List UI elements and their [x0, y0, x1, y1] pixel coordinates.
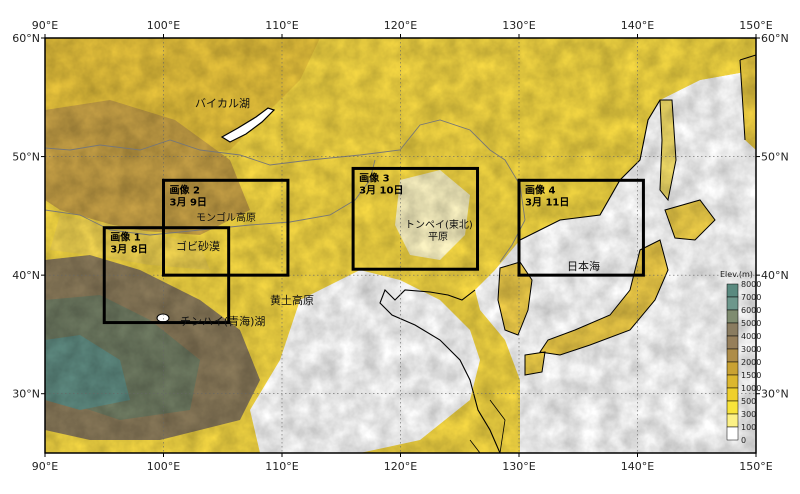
- legend-swatch: [726, 426, 739, 441]
- legend-level: 100: [741, 423, 756, 432]
- legend-level: 0: [741, 436, 746, 445]
- lat-tick-left: 50°N: [12, 151, 40, 164]
- legend-level: 8000: [741, 280, 761, 289]
- legend-level: 6000: [741, 306, 761, 315]
- region-3: 画像 33月 10日: [351, 166, 480, 271]
- legend-level: 3000: [741, 345, 761, 354]
- legend-level: 500: [741, 397, 756, 406]
- label-dongbei-2: 平原: [428, 231, 448, 243]
- lon-ticks-top: 90°E 100°E 110°E 120°E 130°E 140°E 150°E: [32, 19, 773, 38]
- region-title: 画像 1: [110, 231, 140, 244]
- legend-swatch: [726, 348, 739, 363]
- lon-tick-top: 110°E: [265, 19, 298, 32]
- lon-tick-top: 90°E: [32, 19, 58, 32]
- legend-swatch: [726, 374, 739, 389]
- legend-swatch: [726, 413, 739, 428]
- legend-swatch: [726, 283, 739, 298]
- elevation-legend: Elev.(m) 8000700060005000400030002000150…: [720, 270, 761, 445]
- legend-swatch: [726, 361, 739, 376]
- lon-ticks-bottom: 90°E 100°E 110°E 120°E 130°E 140°E 150°E: [32, 453, 773, 473]
- lon-tick-bottom: 140°E: [621, 460, 654, 473]
- region-date: 3月 10日: [359, 184, 403, 196]
- china-coast: [379, 289, 501, 453]
- label-gobi: ゴビ砂漠: [176, 239, 220, 253]
- legend-level: 1500: [741, 371, 761, 380]
- lat-tick-left: 30°N: [12, 388, 40, 401]
- lat-ticks-right: 60°N 50°N 40°N 30°N: [756, 32, 789, 401]
- label-baikal: バイカル湖: [195, 97, 250, 110]
- lon-tick-bottom: 150°E: [739, 460, 772, 473]
- legend-swatch: [726, 400, 739, 415]
- korea-border: [499, 219, 526, 263]
- korea-coast: [497, 261, 533, 336]
- legend-swatch: [726, 387, 739, 402]
- label-japan-sea: 日本海: [567, 259, 600, 273]
- legend-level: 300: [741, 410, 756, 419]
- lon-tick-top: 130°E: [502, 19, 535, 32]
- lon-tick-bottom: 120°E: [384, 460, 417, 473]
- legend-title: Elev.(m): [720, 270, 753, 279]
- mongolia-border: [45, 159, 376, 236]
- label-qinghai: チンハイ(青海)湖: [180, 314, 265, 328]
- map-area: [45, 38, 756, 453]
- lon-tick-bottom: 90°E: [32, 460, 58, 473]
- lat-tick-right: 50°N: [761, 151, 789, 164]
- label-dongbei-1: トンペイ(東北): [405, 218, 473, 231]
- lon-tick-top: 150°E: [739, 19, 772, 32]
- legend-level: 1000: [741, 384, 761, 393]
- region-4: 画像 43月 11日: [517, 178, 645, 277]
- russia-border: [45, 119, 526, 221]
- label-mongol: モンゴル高原: [196, 211, 256, 224]
- lon-tick-bottom: 110°E: [265, 460, 298, 473]
- region-date: 3月 8日: [110, 244, 147, 256]
- lat-tick-left: 40°N: [12, 269, 40, 282]
- lon-tick-top: 120°E: [384, 19, 417, 32]
- kamchatka-coast: [739, 54, 756, 141]
- lon-tick-bottom: 100°E: [147, 460, 180, 473]
- legend-swatch: [726, 309, 739, 324]
- lon-tick-top: 140°E: [621, 19, 654, 32]
- hokkaido-coast: [664, 199, 716, 241]
- lake-qinghai: [156, 313, 170, 323]
- honshu-coast: [539, 239, 669, 356]
- region-box: [162, 178, 290, 277]
- region-box: [517, 178, 645, 277]
- taiwan-coast: [469, 399, 506, 453]
- legend-level: 4000: [741, 332, 761, 341]
- lake-baikal: [220, 107, 276, 143]
- legend-level: 2000: [741, 358, 761, 367]
- region-date: 3月 11日: [525, 196, 569, 208]
- legend-swatch: [726, 322, 739, 337]
- lon-tick-bottom: 130°E: [502, 460, 535, 473]
- label-loess: 黄土高原: [270, 293, 314, 307]
- lat-tick-right: 40°N: [761, 269, 789, 282]
- region-title: 画像 3: [359, 171, 389, 184]
- lat-tick-right: 30°N: [761, 388, 789, 401]
- region-date: 3月 9日: [170, 196, 207, 208]
- region-title: 画像 2: [170, 183, 200, 196]
- lat-tick-left: 60°N: [12, 32, 40, 45]
- region-box: [351, 166, 480, 271]
- legend-level: 5000: [741, 319, 761, 328]
- region-2: 画像 23月 9日: [162, 178, 290, 277]
- legend-level: 7000: [741, 293, 761, 302]
- lat-ticks-left: 60°N 50°N 40°N 30°N: [12, 32, 45, 401]
- legend-swatch: [726, 296, 739, 311]
- region-title: 画像 4: [525, 183, 555, 196]
- legend-swatch: [726, 335, 739, 350]
- kyushu-coast: [524, 351, 546, 376]
- lat-tick-right: 60°N: [761, 32, 789, 45]
- lon-tick-top: 100°E: [147, 19, 180, 32]
- sakhalin-coast: [659, 99, 677, 202]
